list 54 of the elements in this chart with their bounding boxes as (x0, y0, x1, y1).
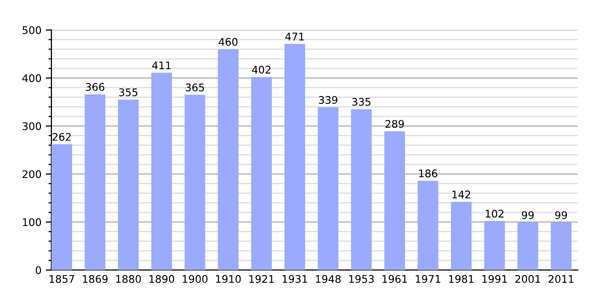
x-tick-label: 1991 (482, 275, 507, 283)
y-tick-label: 100 (22, 218, 42, 226)
bar (550, 222, 572, 270)
bar (251, 77, 272, 270)
x-tick-label: 1931 (282, 275, 308, 283)
data-label: 339 (318, 96, 338, 104)
bar (84, 94, 106, 270)
x-tick-label: 1948 (316, 275, 341, 283)
x-tick-label: 2001 (515, 275, 540, 283)
bar (284, 44, 306, 270)
data-label: 460 (218, 38, 238, 46)
x-tick-label: 1900 (182, 275, 208, 283)
data-label: 289 (385, 120, 404, 128)
y-tick-label: 400 (22, 74, 42, 82)
data-label: 402 (252, 66, 270, 74)
x-tick-label: 1953 (349, 275, 374, 283)
x-tick-label: 1961 (382, 275, 407, 283)
x-tick-label: 1981 (449, 275, 474, 283)
y-tick-label: 200 (22, 170, 42, 178)
data-label: 366 (86, 83, 104, 91)
data-label: 471 (285, 32, 304, 40)
x-tick-label: 1869 (82, 275, 108, 283)
bar (351, 109, 372, 270)
data-label: 102 (486, 210, 504, 218)
bar (151, 72, 172, 270)
x-tick-label: 1890 (150, 275, 174, 283)
data-label: 186 (419, 169, 438, 178)
bar (484, 221, 505, 270)
data-label: 411 (152, 62, 171, 70)
bar (518, 222, 538, 270)
x-tick-label: 2011 (548, 275, 574, 283)
x-tick-label: 1971 (416, 275, 440, 283)
bar (450, 202, 472, 270)
data-label: 335 (352, 98, 370, 106)
x-tick-label: 1921 (249, 275, 274, 283)
data-label: 365 (186, 84, 204, 92)
y-tick-label: 300 (22, 122, 42, 130)
x-tick-label: 1880 (116, 275, 141, 283)
data-label: 355 (119, 88, 138, 96)
bar (384, 131, 405, 270)
x-tick-label: 1857 (50, 275, 74, 283)
y-tick-label: 0 (36, 266, 42, 274)
bar (51, 144, 72, 270)
bar (118, 100, 139, 270)
bar (318, 107, 338, 270)
data-label: 262 (52, 132, 71, 141)
y-tick-label: 500 (22, 26, 42, 34)
data-label: 142 (452, 190, 470, 198)
bar (418, 180, 438, 270)
data-label: 99 (555, 211, 568, 220)
bar (218, 49, 239, 270)
bar (184, 94, 206, 270)
data-label: 99 (522, 211, 534, 220)
x-tick-label: 1910 (216, 275, 241, 283)
